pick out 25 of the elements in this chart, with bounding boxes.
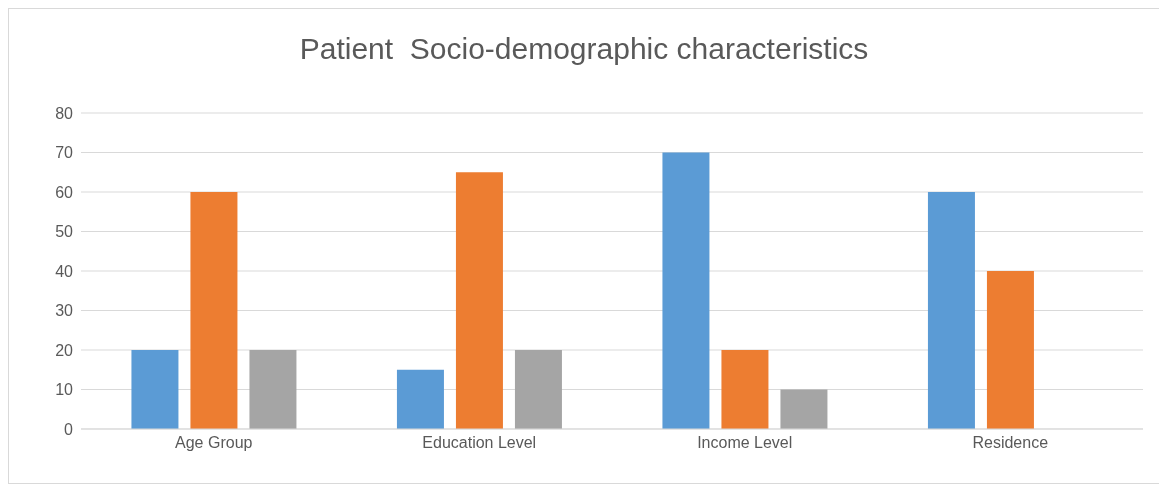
bar: [455, 172, 503, 429]
bar: [131, 350, 179, 429]
bar: [927, 192, 975, 429]
bar: [396, 369, 444, 429]
bar: [662, 152, 710, 429]
y-tick-label: 10: [55, 381, 74, 399]
x-tick-label: Age Group: [175, 434, 253, 452]
x-tick-label: Education Level: [422, 434, 537, 452]
y-tick-label: 40: [55, 262, 74, 280]
y-tick-label: 50: [55, 223, 74, 241]
bar: [514, 350, 562, 429]
chart-title: Patient Socio-demographic characteristics: [298, 31, 870, 67]
bar: [190, 192, 238, 429]
y-tick-label: 0: [64, 420, 74, 438]
y-tick-label: 70: [55, 144, 74, 162]
x-tick-label: Income Level: [697, 434, 793, 452]
y-tick-label: 80: [55, 104, 74, 122]
y-tick-label: 60: [55, 183, 74, 201]
bar: [986, 271, 1034, 429]
y-tick-label: 30: [55, 302, 74, 320]
bar: [780, 389, 828, 429]
x-tick-label: Residence: [972, 434, 1049, 452]
bar: [721, 350, 769, 429]
bar: [249, 350, 297, 429]
y-tick-label: 20: [55, 341, 74, 359]
